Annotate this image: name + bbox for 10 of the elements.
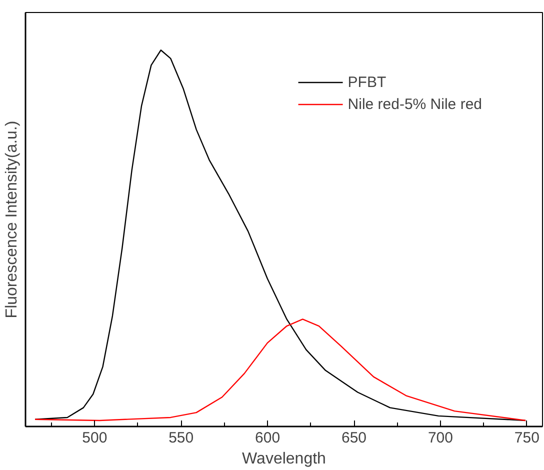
x-axis-title: Wavelength [242, 450, 326, 468]
x-tick-label: 600 [255, 430, 280, 446]
x-tick-label: 750 [514, 430, 540, 446]
x-tick-label: 550 [168, 430, 194, 446]
x-tick-label: 650 [342, 430, 367, 446]
x-tick-label: 700 [428, 430, 453, 446]
x-tick-label: 500 [82, 430, 108, 446]
legend-label: Nile red-5% Nile red [348, 96, 482, 112]
legend-label: PFBT [348, 74, 386, 90]
y-axis-title: Fluorescence Intensity(a.u.) [4, 120, 20, 318]
